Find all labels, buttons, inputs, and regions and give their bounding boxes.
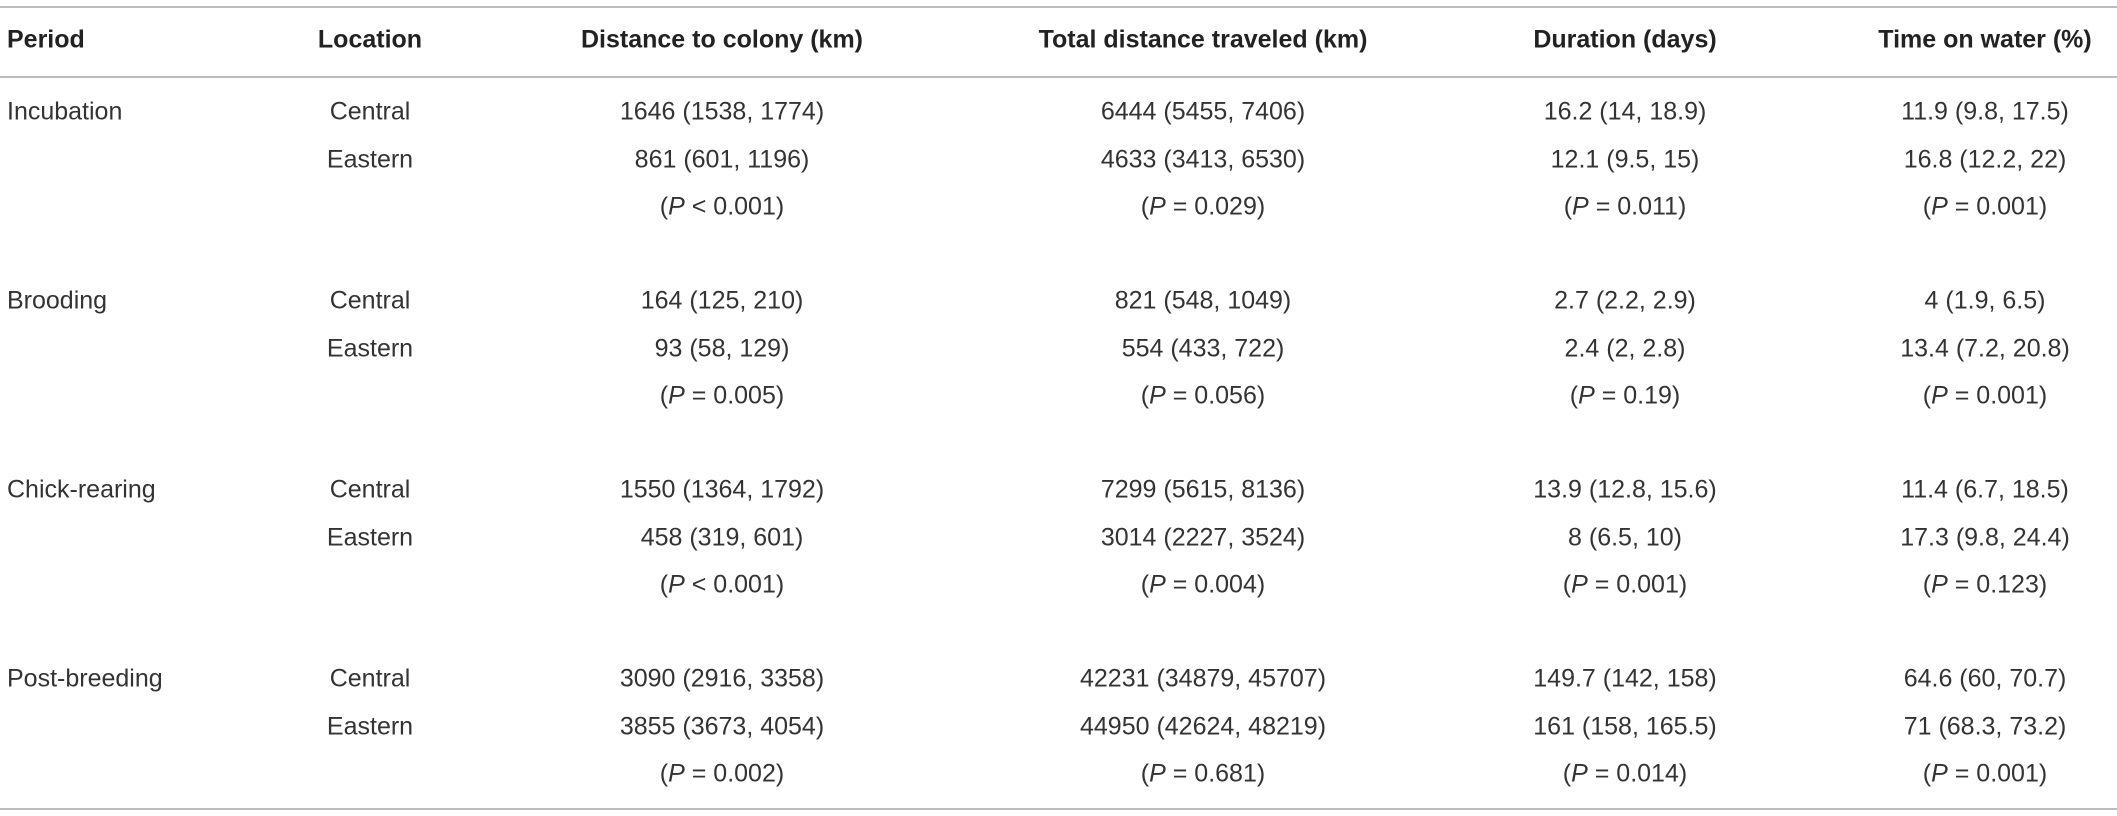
data-cell: Central bbox=[329, 664, 411, 693]
data-cell: 4 (1.9, 6.5) bbox=[1924, 286, 2046, 315]
data-cell: 42231 (34879, 45707) bbox=[1079, 664, 1327, 693]
data-cell: 12.1 (9.5, 15) bbox=[1550, 145, 1700, 173]
header-cell: Distance to colony (km) bbox=[581, 25, 863, 54]
data-cell: 164 (125, 210) bbox=[640, 286, 804, 315]
data-cell: 4633 (3413, 6530) bbox=[1100, 145, 1306, 173]
data-cell: 13.4 (7.2, 20.8) bbox=[1900, 334, 2070, 362]
period-cell: Chick-rearing bbox=[7, 475, 156, 504]
header-cell: Duration (days) bbox=[1533, 25, 1717, 54]
period-cell: Incubation bbox=[7, 97, 123, 126]
data-cell: 17.3 (9.8, 24.4) bbox=[1900, 523, 2070, 551]
header-cell: Time on water (%) bbox=[1878, 25, 2092, 54]
data-cell: Eastern bbox=[326, 712, 414, 740]
p-value-cell: (P = 0.002) bbox=[659, 759, 785, 788]
p-value-cell: (P = 0.001) bbox=[1562, 570, 1688, 599]
header-cell: Total distance traveled (km) bbox=[1038, 25, 1368, 54]
data-cell: 2.7 (2.2, 2.9) bbox=[1554, 286, 1696, 315]
p-value-cell: (P = 0.123) bbox=[1922, 570, 2048, 599]
p-value-cell: (P = 0.011) bbox=[1563, 192, 1687, 221]
data-cell: 11.4 (6.7, 18.5) bbox=[1901, 475, 2069, 504]
data-cell: Eastern bbox=[326, 145, 414, 173]
data-cell: Eastern bbox=[326, 334, 414, 362]
data-cell: 11.9 (9.8, 17.5) bbox=[1901, 97, 2069, 126]
data-cell: 16.8 (12.2, 22) bbox=[1903, 145, 2067, 173]
data-cell: 6444 (5455, 7406) bbox=[1100, 97, 1306, 126]
data-cell: 861 (601, 1196) bbox=[634, 145, 810, 173]
data-cell: Central bbox=[329, 475, 411, 504]
data-cell: 1646 (1538, 1774) bbox=[619, 97, 825, 126]
p-value-cell: (P = 0.19) bbox=[1569, 381, 1681, 410]
data-cell: Central bbox=[329, 97, 411, 126]
bottom-rule bbox=[0, 808, 2117, 810]
header-cell: Period bbox=[7, 25, 85, 54]
data-cell: 71 (68.3, 73.2) bbox=[1903, 712, 2067, 740]
data-cell: 458 (319, 601) bbox=[640, 523, 804, 551]
p-value-cell: (P = 0.004) bbox=[1140, 570, 1266, 599]
p-value-cell: (P < 0.001) bbox=[659, 192, 785, 221]
p-value-cell: (P = 0.001) bbox=[1922, 192, 2048, 221]
data-cell: 161 (158, 165.5) bbox=[1533, 712, 1717, 740]
data-cell: 554 (433, 722) bbox=[1121, 334, 1285, 362]
data-cell: Eastern bbox=[326, 523, 414, 551]
data-cell: 93 (58, 129) bbox=[654, 334, 790, 362]
data-cell: Central bbox=[329, 286, 411, 315]
p-value-cell: (P < 0.001) bbox=[659, 570, 785, 599]
p-value-cell: (P = 0.014) bbox=[1562, 759, 1688, 788]
p-value-cell: (P = 0.001) bbox=[1922, 759, 2048, 788]
data-cell: 2.4 (2, 2.8) bbox=[1564, 334, 1686, 362]
data-cell: 8 (6.5, 10) bbox=[1568, 523, 1682, 551]
p-value-cell: (P = 0.001) bbox=[1922, 381, 2048, 410]
period-cell: Brooding bbox=[7, 286, 108, 315]
p-value-cell: (P = 0.005) bbox=[659, 381, 785, 410]
header-cell: Location bbox=[317, 25, 423, 54]
data-cell: 3014 (2227, 3524) bbox=[1100, 523, 1306, 551]
top-rule bbox=[0, 6, 2117, 8]
data-cell: 1550 (1364, 1792) bbox=[619, 475, 825, 504]
data-cell: 149.7 (142, 158) bbox=[1533, 664, 1717, 693]
data-cell: 13.9 (12.8, 15.6) bbox=[1533, 475, 1717, 504]
data-cell: 16.2 (14, 18.9) bbox=[1543, 97, 1707, 126]
data-cell: 7299 (5615, 8136) bbox=[1100, 475, 1306, 504]
data-cell: 3090 (2916, 3358) bbox=[619, 664, 825, 693]
period-cell: Post-breeding bbox=[7, 664, 163, 693]
p-value-cell: (P = 0.056) bbox=[1140, 381, 1266, 410]
data-cell: 64.6 (60, 70.7) bbox=[1903, 664, 2067, 693]
header-rule bbox=[0, 76, 2117, 78]
data-cell: 3855 (3673, 4054) bbox=[619, 712, 825, 740]
p-value-cell: (P = 0.029) bbox=[1140, 192, 1266, 221]
data-cell: 44950 (42624, 48219) bbox=[1079, 712, 1327, 740]
data-cell: 821 (548, 1049) bbox=[1114, 286, 1292, 315]
p-value-cell: (P = 0.681) bbox=[1140, 759, 1266, 788]
